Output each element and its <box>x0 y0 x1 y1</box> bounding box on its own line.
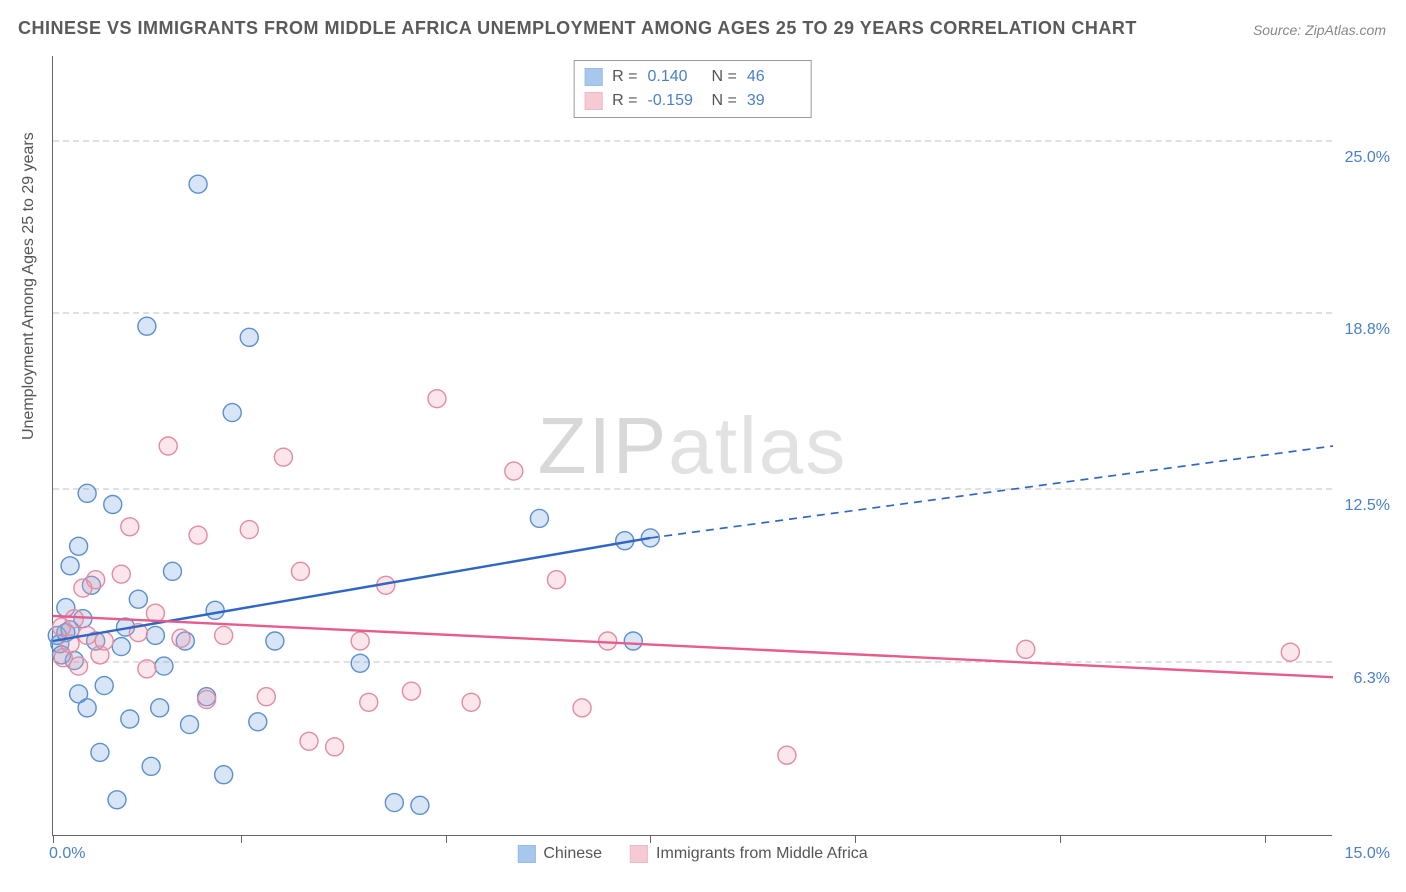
r-value-chinese: 0.140 <box>648 65 702 89</box>
n-value-africa: 39 <box>747 89 801 113</box>
bottom-legend: Chinese Immigrants from Middle Africa <box>517 845 867 863</box>
swatch-chinese-icon <box>517 845 535 863</box>
source-label: Source: ZipAtlas.com <box>1253 22 1386 38</box>
stats-legend: R = 0.140 N = 46 R = -0.159 N = 39 <box>573 60 812 118</box>
scatter-svg <box>53 56 1332 835</box>
r-label: R = <box>612 65 637 89</box>
stats-row-africa: R = -0.159 N = 39 <box>584 89 801 113</box>
swatch-africa <box>584 92 602 110</box>
n-label: N = <box>712 65 737 89</box>
n-value-chinese: 46 <box>747 65 801 89</box>
chart-title: CHINESE VS IMMIGRANTS FROM MIDDLE AFRICA… <box>18 18 1137 39</box>
x-tick-0: 0.0% <box>49 845 85 863</box>
legend-label-chinese: Chinese <box>543 845 602 863</box>
n-label: N = <box>712 89 737 113</box>
swatch-africa-icon <box>630 845 648 863</box>
legend-label-africa: Immigrants from Middle Africa <box>656 845 868 863</box>
r-label: R = <box>612 89 637 113</box>
legend-item-africa: Immigrants from Middle Africa <box>630 845 868 863</box>
x-tick-max: 15.0% <box>1345 845 1390 863</box>
swatch-chinese <box>584 68 602 86</box>
legend-item-chinese: Chinese <box>517 845 602 863</box>
r-value-africa: -0.159 <box>648 89 702 113</box>
stats-row-chinese: R = 0.140 N = 46 <box>584 65 801 89</box>
y-axis-label: Unemployment Among Ages 25 to 29 years <box>20 132 38 440</box>
plot-area: ZIPatlas 6.3%12.5%18.8%25.0% R = 0.140 N… <box>52 56 1332 836</box>
